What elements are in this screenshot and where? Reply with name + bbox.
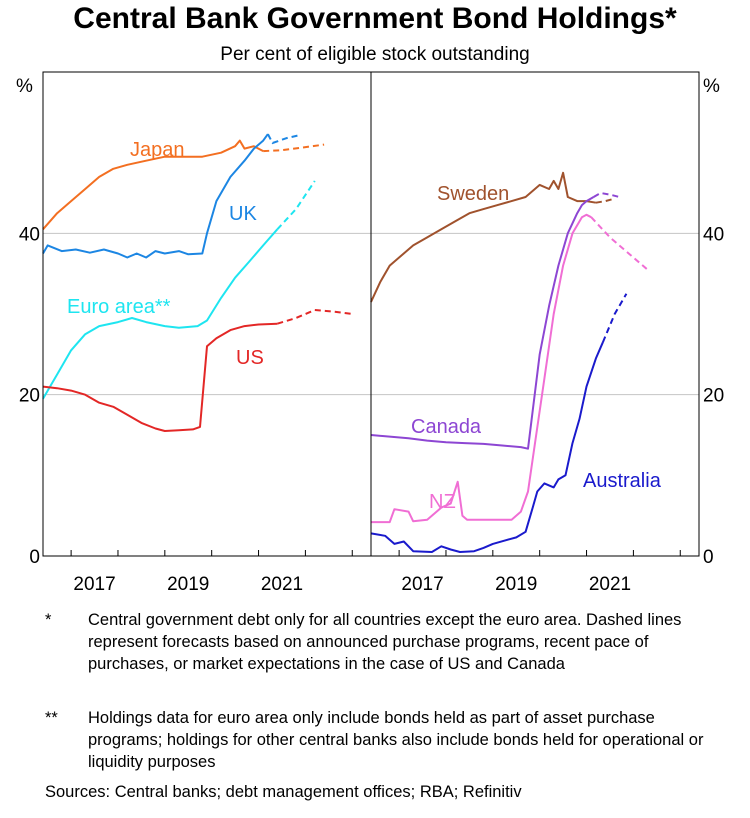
series-labels: Japan UK Euro area** US Sweden Canada NZ Austra… [67, 139, 662, 513]
us-label: US [236, 347, 264, 369]
canada-label: Canada [411, 416, 482, 438]
us-line [42, 322, 278, 432]
y-tick-label-left: 0 [29, 547, 40, 568]
y-tick-label-right: 40 [703, 224, 724, 245]
footnote-2-text: Holdings data for euro area only include… [88, 709, 704, 771]
y-unit-left: % [16, 76, 33, 97]
x-tick-label: 2019 [167, 574, 209, 595]
series-lines [42, 133, 649, 553]
uk-label: UK [229, 203, 257, 225]
uk-forecast-line [267, 133, 301, 145]
footnote-2-mark: ** [45, 709, 58, 727]
y-tick-label-right: 20 [703, 386, 724, 407]
footnote-1-text: Central government debt only for all cou… [88, 611, 682, 673]
nz-line [371, 213, 592, 524]
australia-forecast-line [601, 293, 628, 343]
australia-label: Australia [583, 470, 662, 492]
y-unit-right: % [703, 76, 720, 97]
y-tick-label-left: 20 [19, 386, 40, 407]
sweden-label: Sweden [437, 183, 509, 205]
us-forecast-line [277, 308, 353, 325]
sweden-line [370, 171, 597, 303]
uk-line [42, 133, 269, 259]
x-tick-label: 2021 [589, 574, 631, 595]
chart-title: Central Bank Government Bond Holdings* [73, 2, 677, 35]
chart-subtitle: Per cent of eligible stock outstanding [220, 44, 530, 65]
canada-forecast-line [593, 191, 620, 198]
x-tick-label: 2021 [261, 574, 303, 595]
japan-label: Japan [130, 139, 185, 161]
footnote-1-mark: * [45, 611, 52, 629]
sweden-forecast-line [595, 197, 615, 204]
canada-line [370, 196, 595, 450]
y-tick-label-left: 40 [19, 224, 40, 245]
y-tick-label-right: 0 [703, 547, 714, 568]
japan-line [42, 139, 264, 230]
australia-line [370, 341, 604, 553]
euro-area-label: Euro area** [67, 296, 171, 318]
nz-label: NZ [429, 491, 456, 513]
x-tick-label: 2019 [495, 574, 537, 595]
axes: 0 20 40% 2017 2019 2021 0 20 40% 2017 2019 2021 [16, 76, 724, 595]
nz-forecast-line [590, 216, 649, 271]
x-tick-label: 2017 [401, 574, 443, 595]
sources-note: Sources: Central banks; debt management … [45, 783, 522, 801]
japan-forecast-line [263, 143, 325, 153]
euro-area-line [42, 228, 279, 400]
x-tick-label: 2017 [73, 574, 115, 595]
euro-area-forecast-line [276, 180, 316, 230]
